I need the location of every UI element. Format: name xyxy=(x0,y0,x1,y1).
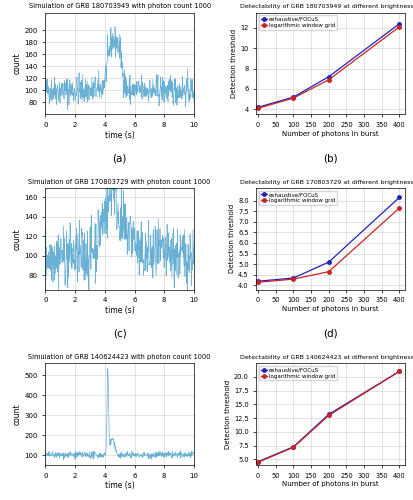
exhaustive/FOCuS xyxy=(256,278,261,284)
logarithmic window grid xyxy=(256,459,261,465)
X-axis label: time (s): time (s) xyxy=(105,306,135,315)
logarithmic window grid xyxy=(291,95,296,101)
exhaustive/FOCuS xyxy=(326,412,331,418)
Title: Simulation of GRB 140624423 with photon count 1000: Simulation of GRB 140624423 with photon … xyxy=(28,354,211,360)
logarithmic window grid xyxy=(397,24,402,30)
logarithmic window grid xyxy=(397,205,402,211)
exhaustive/FOCuS xyxy=(291,444,296,450)
exhaustive/FOCuS xyxy=(397,20,402,26)
Title: Detectability of GRB 140624423 at different brightnesses: Detectability of GRB 140624423 at differ… xyxy=(240,355,413,360)
Title: Detectability of GRB 180703949 at different brightnesses: Detectability of GRB 180703949 at differ… xyxy=(240,4,413,10)
Line: exhaustive/FOCuS: exhaustive/FOCuS xyxy=(256,196,401,283)
Text: (a): (a) xyxy=(112,153,127,163)
Title: Simulation of GRB 170803729 with photon count 1000: Simulation of GRB 170803729 with photon … xyxy=(28,178,211,184)
Line: logarithmic window grid: logarithmic window grid xyxy=(256,25,401,110)
Text: (b): (b) xyxy=(323,153,338,163)
Y-axis label: Detection threshold: Detection threshold xyxy=(231,29,237,98)
Title: Detectability of GRB 170803729 at different brightnesses: Detectability of GRB 170803729 at differ… xyxy=(240,180,413,184)
Legend: exhaustive/FOCuS, logarithmic window grid: exhaustive/FOCuS, logarithmic window gri… xyxy=(259,16,337,30)
Text: (d): (d) xyxy=(323,328,338,338)
Legend: exhaustive/FOCuS, logarithmic window grid: exhaustive/FOCuS, logarithmic window gri… xyxy=(259,190,337,205)
X-axis label: Number of photons in burst: Number of photons in burst xyxy=(282,306,379,312)
logarithmic window grid xyxy=(256,280,261,285)
Line: logarithmic window grid: logarithmic window grid xyxy=(256,370,401,464)
Y-axis label: count: count xyxy=(12,228,21,250)
exhaustive/FOCuS xyxy=(291,94,296,100)
Y-axis label: count: count xyxy=(12,403,21,425)
logarithmic window grid xyxy=(291,276,296,282)
Title: Simulation of GRB 180703949 with photon count 1000: Simulation of GRB 180703949 with photon … xyxy=(28,4,211,10)
X-axis label: Number of photons in burst: Number of photons in burst xyxy=(282,131,379,137)
Line: exhaustive/FOCuS: exhaustive/FOCuS xyxy=(256,370,401,464)
logarithmic window grid xyxy=(397,368,402,374)
Y-axis label: count: count xyxy=(12,52,21,74)
exhaustive/FOCuS xyxy=(256,458,261,464)
X-axis label: Number of photons in burst: Number of photons in burst xyxy=(282,482,379,488)
exhaustive/FOCuS xyxy=(326,259,331,265)
Line: logarithmic window grid: logarithmic window grid xyxy=(256,206,401,284)
logarithmic window grid xyxy=(326,268,331,274)
exhaustive/FOCuS xyxy=(397,368,402,374)
Y-axis label: Detection threshold: Detection threshold xyxy=(225,380,231,448)
exhaustive/FOCuS xyxy=(256,104,261,110)
Text: (c): (c) xyxy=(113,328,126,338)
logarithmic window grid xyxy=(291,444,296,450)
logarithmic window grid xyxy=(326,77,331,83)
X-axis label: time (s): time (s) xyxy=(105,482,135,490)
logarithmic window grid xyxy=(326,412,331,418)
Y-axis label: Detection threshold: Detection threshold xyxy=(229,204,235,274)
exhaustive/FOCuS xyxy=(326,74,331,80)
Line: exhaustive/FOCuS: exhaustive/FOCuS xyxy=(256,22,401,109)
X-axis label: time (s): time (s) xyxy=(105,131,135,140)
exhaustive/FOCuS xyxy=(397,194,402,200)
Legend: exhaustive/FOCuS, logarithmic window grid: exhaustive/FOCuS, logarithmic window gri… xyxy=(259,366,337,380)
logarithmic window grid xyxy=(256,106,261,112)
exhaustive/FOCuS xyxy=(291,275,296,281)
